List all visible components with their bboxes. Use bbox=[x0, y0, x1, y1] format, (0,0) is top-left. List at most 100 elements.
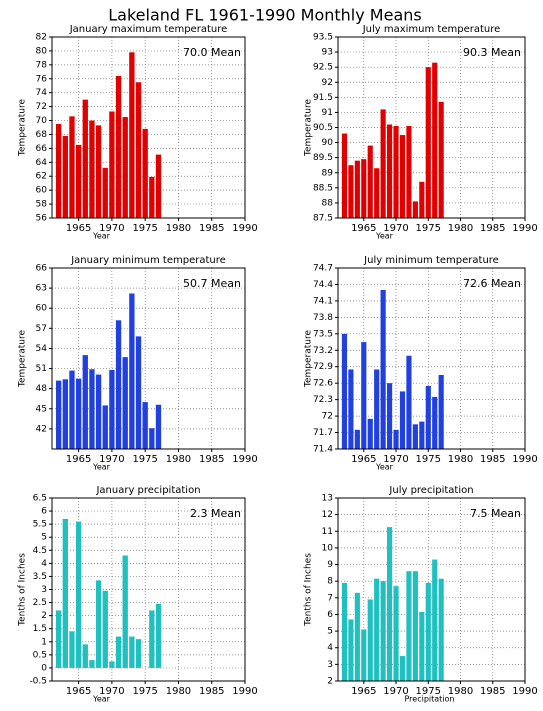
y-tick-label: 6.5 bbox=[33, 494, 47, 504]
x-tick-label: 1975 bbox=[132, 454, 157, 465]
bar bbox=[361, 159, 367, 218]
x-tick-label: 1975 bbox=[132, 686, 157, 697]
bar bbox=[432, 396, 438, 449]
bar bbox=[89, 120, 95, 218]
bar bbox=[367, 145, 373, 218]
plot-frame bbox=[337, 267, 526, 450]
y-tick-label: 93.5 bbox=[313, 33, 333, 43]
bar bbox=[374, 578, 380, 681]
x-tick-label: 1970 bbox=[99, 223, 124, 234]
y-tick-label: 72.6 bbox=[313, 379, 333, 389]
bar bbox=[348, 165, 354, 218]
bar bbox=[129, 636, 135, 668]
y-tick-label: 56 bbox=[36, 214, 48, 224]
y-axis-label: Temperature bbox=[18, 330, 28, 388]
bar bbox=[69, 631, 75, 668]
x-tick-label: 1990 bbox=[512, 223, 537, 234]
bar bbox=[425, 385, 431, 449]
bar bbox=[109, 661, 115, 668]
bar bbox=[406, 355, 412, 449]
panel: January precipitation -0.5 0 0.5 1 1.5 2 2.5 3 3.… bbox=[18, 485, 258, 704]
bar bbox=[135, 82, 142, 218]
mean-annotation: 72.6 Mean bbox=[463, 277, 521, 290]
x-tick-label: 1970 bbox=[383, 223, 408, 234]
x-tick-label: 1970 bbox=[383, 454, 408, 465]
x-tick-label: 1985 bbox=[480, 223, 505, 234]
bar bbox=[341, 333, 348, 449]
bar bbox=[149, 176, 155, 218]
bar bbox=[135, 336, 142, 449]
bar bbox=[406, 125, 412, 218]
y-tick-label: 74.1 bbox=[313, 296, 333, 306]
y-tick-label: 72 bbox=[36, 102, 47, 112]
plot-frame bbox=[337, 497, 526, 682]
x-tick-label: 1975 bbox=[416, 454, 441, 465]
y-tick-label: 92.5 bbox=[313, 63, 333, 73]
y-tick-label: 91.5 bbox=[313, 93, 333, 103]
y-tick-label: 66 bbox=[36, 144, 48, 154]
y-tick-label: 74 bbox=[36, 88, 48, 98]
y-tick-label: 63 bbox=[36, 284, 47, 294]
panel-title: July precipitation bbox=[388, 485, 473, 496]
bar bbox=[129, 52, 135, 218]
bar bbox=[115, 636, 122, 668]
y-tick-label: 9 bbox=[327, 560, 333, 570]
bar bbox=[62, 379, 68, 449]
bar bbox=[380, 109, 386, 218]
x-tick-label: 1980 bbox=[166, 454, 191, 465]
bar bbox=[75, 378, 82, 449]
y-tick-label: 93 bbox=[322, 48, 333, 58]
x-tick-label: 1985 bbox=[480, 686, 505, 697]
bar bbox=[393, 429, 399, 449]
y-tick-label: 1 bbox=[41, 637, 47, 647]
bar bbox=[95, 580, 102, 668]
bar bbox=[55, 610, 62, 668]
mean-annotation: 2.3 Mean bbox=[190, 507, 241, 520]
y-tick-label: -0.5 bbox=[29, 677, 47, 687]
bar bbox=[75, 521, 82, 668]
y-tick-label: 76 bbox=[36, 74, 48, 84]
bar bbox=[406, 571, 412, 681]
y-tick-label: 92 bbox=[322, 78, 333, 88]
y-tick-label: 4.5 bbox=[33, 546, 47, 556]
y-tick-label: 90 bbox=[322, 138, 334, 148]
bar bbox=[95, 125, 102, 218]
panel: July precipitation 2 3 4 5 6 7 8 9 10 11 12 13 1965 19… bbox=[304, 485, 538, 704]
y-tick-label: 57 bbox=[36, 324, 47, 334]
y-tick-label: 64 bbox=[36, 158, 48, 168]
y-tick-label: 73.2 bbox=[313, 346, 333, 356]
y-tick-label: 0 bbox=[41, 663, 47, 673]
bar bbox=[155, 603, 162, 668]
bar bbox=[129, 293, 135, 449]
x-tick-label: 1965 bbox=[351, 686, 376, 697]
bar bbox=[122, 117, 128, 218]
y-tick-label: 88 bbox=[322, 198, 334, 208]
bar bbox=[55, 124, 62, 218]
y-tick-label: 62 bbox=[36, 172, 47, 182]
y-tick-label: 45 bbox=[36, 404, 47, 414]
bar bbox=[82, 355, 88, 449]
y-tick-label: 2 bbox=[41, 611, 47, 621]
plot-frame bbox=[51, 497, 246, 682]
x-tick-label: 1980 bbox=[166, 686, 191, 697]
panel: January maximum temperature 56 58 60 62 64 66 6… bbox=[18, 24, 258, 241]
y-tick-label: 68 bbox=[36, 130, 48, 140]
y-tick-label: 74.4 bbox=[313, 280, 333, 290]
bar bbox=[102, 590, 108, 668]
y-tick-label: 72 bbox=[322, 412, 333, 422]
y-tick-label: 89.5 bbox=[313, 153, 333, 163]
bar bbox=[348, 369, 354, 449]
x-axis-label: Year bbox=[375, 232, 394, 241]
x-tick-label: 1980 bbox=[448, 454, 473, 465]
bar bbox=[62, 518, 68, 668]
y-tick-label: 60 bbox=[36, 304, 48, 314]
bar bbox=[69, 370, 75, 449]
x-tick-label: 1990 bbox=[512, 454, 537, 465]
bar bbox=[399, 391, 406, 449]
y-axis-label: Tenths of Inches bbox=[304, 553, 314, 627]
y-tick-label: 60 bbox=[36, 186, 48, 196]
bar bbox=[425, 67, 431, 219]
bar bbox=[438, 578, 444, 681]
x-tick-label: 1970 bbox=[99, 686, 124, 697]
